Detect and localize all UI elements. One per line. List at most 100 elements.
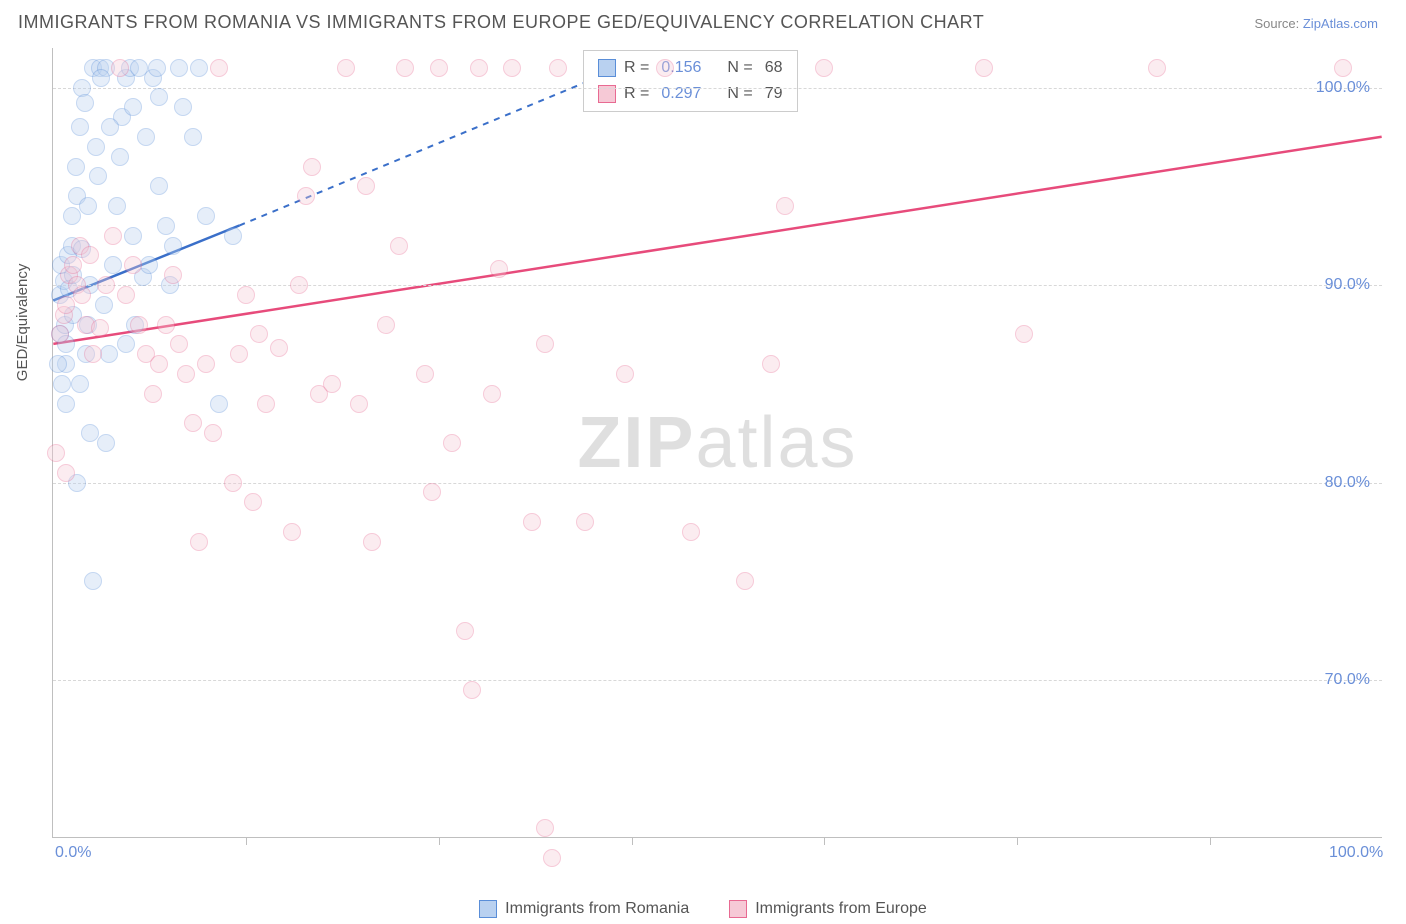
scatter-point: [210, 59, 228, 77]
grid-line: [53, 88, 1382, 89]
scatter-point: [117, 286, 135, 304]
legend-item: Immigrants from Europe: [729, 894, 927, 924]
legend-n-value: 68: [765, 55, 783, 81]
scatter-point: [124, 256, 142, 274]
scatter-point: [616, 365, 634, 383]
scatter-point: [257, 395, 275, 413]
scatter-point: [170, 335, 188, 353]
scatter-point: [197, 355, 215, 373]
x-tick-label: 100.0%: [1329, 844, 1383, 862]
scatter-point: [111, 148, 129, 166]
trend-lines-svg: [53, 48, 1382, 837]
scatter-point: [736, 572, 754, 590]
scatter-point: [536, 335, 554, 353]
scatter-point: [170, 59, 188, 77]
scatter-point: [297, 187, 315, 205]
source-link[interactable]: ZipAtlas.com: [1303, 16, 1378, 31]
y-tick-label: 90.0%: [1325, 276, 1370, 294]
scatter-point: [137, 128, 155, 146]
scatter-point: [177, 365, 195, 383]
scatter-point: [357, 177, 375, 195]
scatter-point: [97, 434, 115, 452]
legend-row: R =0.297N =79: [598, 81, 783, 107]
scatter-point: [140, 256, 158, 274]
scatter-point: [503, 59, 521, 77]
y-tick-label: 100.0%: [1316, 79, 1370, 97]
scatter-point: [250, 325, 268, 343]
scatter-point: [81, 246, 99, 264]
scatter-point: [111, 59, 129, 77]
legend-n-value: 79: [765, 81, 783, 107]
scatter-point: [483, 385, 501, 403]
legend-r-label: R =: [624, 81, 649, 107]
scatter-point: [303, 158, 321, 176]
scatter-point: [224, 227, 242, 245]
scatter-point: [92, 69, 110, 87]
scatter-point: [124, 98, 142, 116]
scatter-point: [776, 197, 794, 215]
chart-plot-area: ZIPatlas R =0.156N =68R =0.297N =79 70.0…: [52, 48, 1382, 838]
scatter-point: [57, 296, 75, 314]
grid-line: [53, 285, 1382, 286]
scatter-point: [164, 237, 182, 255]
scatter-point: [79, 197, 97, 215]
series-legend: Immigrants from Romania Immigrants from E…: [0, 894, 1406, 924]
y-tick-label: 80.0%: [1325, 474, 1370, 492]
correlation-legend: R =0.156N =68R =0.297N =79: [583, 50, 798, 112]
watermark-light: atlas: [695, 403, 857, 483]
scatter-point: [1015, 325, 1033, 343]
legend-row: R =0.156N =68: [598, 55, 783, 81]
source-attribution: Source: ZipAtlas.com: [1254, 16, 1378, 31]
x-tick: [439, 837, 440, 845]
scatter-point: [270, 339, 288, 357]
scatter-point: [57, 464, 75, 482]
scatter-point: [283, 523, 301, 541]
scatter-point: [49, 355, 67, 373]
scatter-point: [523, 513, 541, 531]
scatter-point: [463, 681, 481, 699]
legend-swatch: [598, 59, 616, 77]
legend-r-label: R =: [624, 55, 649, 81]
scatter-point: [230, 345, 248, 363]
scatter-point: [157, 316, 175, 334]
scatter-point: [150, 355, 168, 373]
scatter-point: [490, 260, 508, 278]
x-tick: [824, 837, 825, 845]
scatter-point: [363, 533, 381, 551]
grid-line: [53, 483, 1382, 484]
scatter-point: [549, 59, 567, 77]
scatter-point: [290, 276, 308, 294]
scatter-point: [95, 296, 113, 314]
scatter-point: [157, 217, 175, 235]
scatter-point: [150, 88, 168, 106]
source-label: Source:: [1254, 16, 1302, 31]
grid-line: [53, 680, 1382, 681]
scatter-point: [84, 572, 102, 590]
scatter-point: [47, 444, 65, 462]
legend-label: Immigrants from Europe: [755, 900, 927, 918]
x-tick: [246, 837, 247, 845]
scatter-point: [423, 483, 441, 501]
scatter-point: [108, 197, 126, 215]
scatter-point: [656, 59, 674, 77]
scatter-point: [97, 276, 115, 294]
legend-r-value: 0.297: [661, 81, 701, 107]
scatter-point: [67, 158, 85, 176]
scatter-point: [350, 395, 368, 413]
y-axis-label: GED/Equivalency: [14, 264, 31, 382]
scatter-point: [174, 98, 192, 116]
scatter-point: [76, 94, 94, 112]
scatter-point: [1148, 59, 1166, 77]
scatter-point: [53, 375, 71, 393]
legend-swatch: [479, 900, 497, 918]
legend-item: Immigrants from Romania: [479, 894, 689, 924]
chart-title: IMMIGRANTS FROM ROMANIA VS IMMIGRANTS FR…: [18, 12, 984, 33]
scatter-point: [81, 424, 99, 442]
scatter-point: [150, 177, 168, 195]
scatter-point: [210, 395, 228, 413]
y-tick-label: 70.0%: [1325, 671, 1370, 689]
legend-label: Immigrants from Romania: [505, 900, 689, 918]
scatter-point: [130, 316, 148, 334]
scatter-point: [337, 59, 355, 77]
scatter-point: [682, 523, 700, 541]
